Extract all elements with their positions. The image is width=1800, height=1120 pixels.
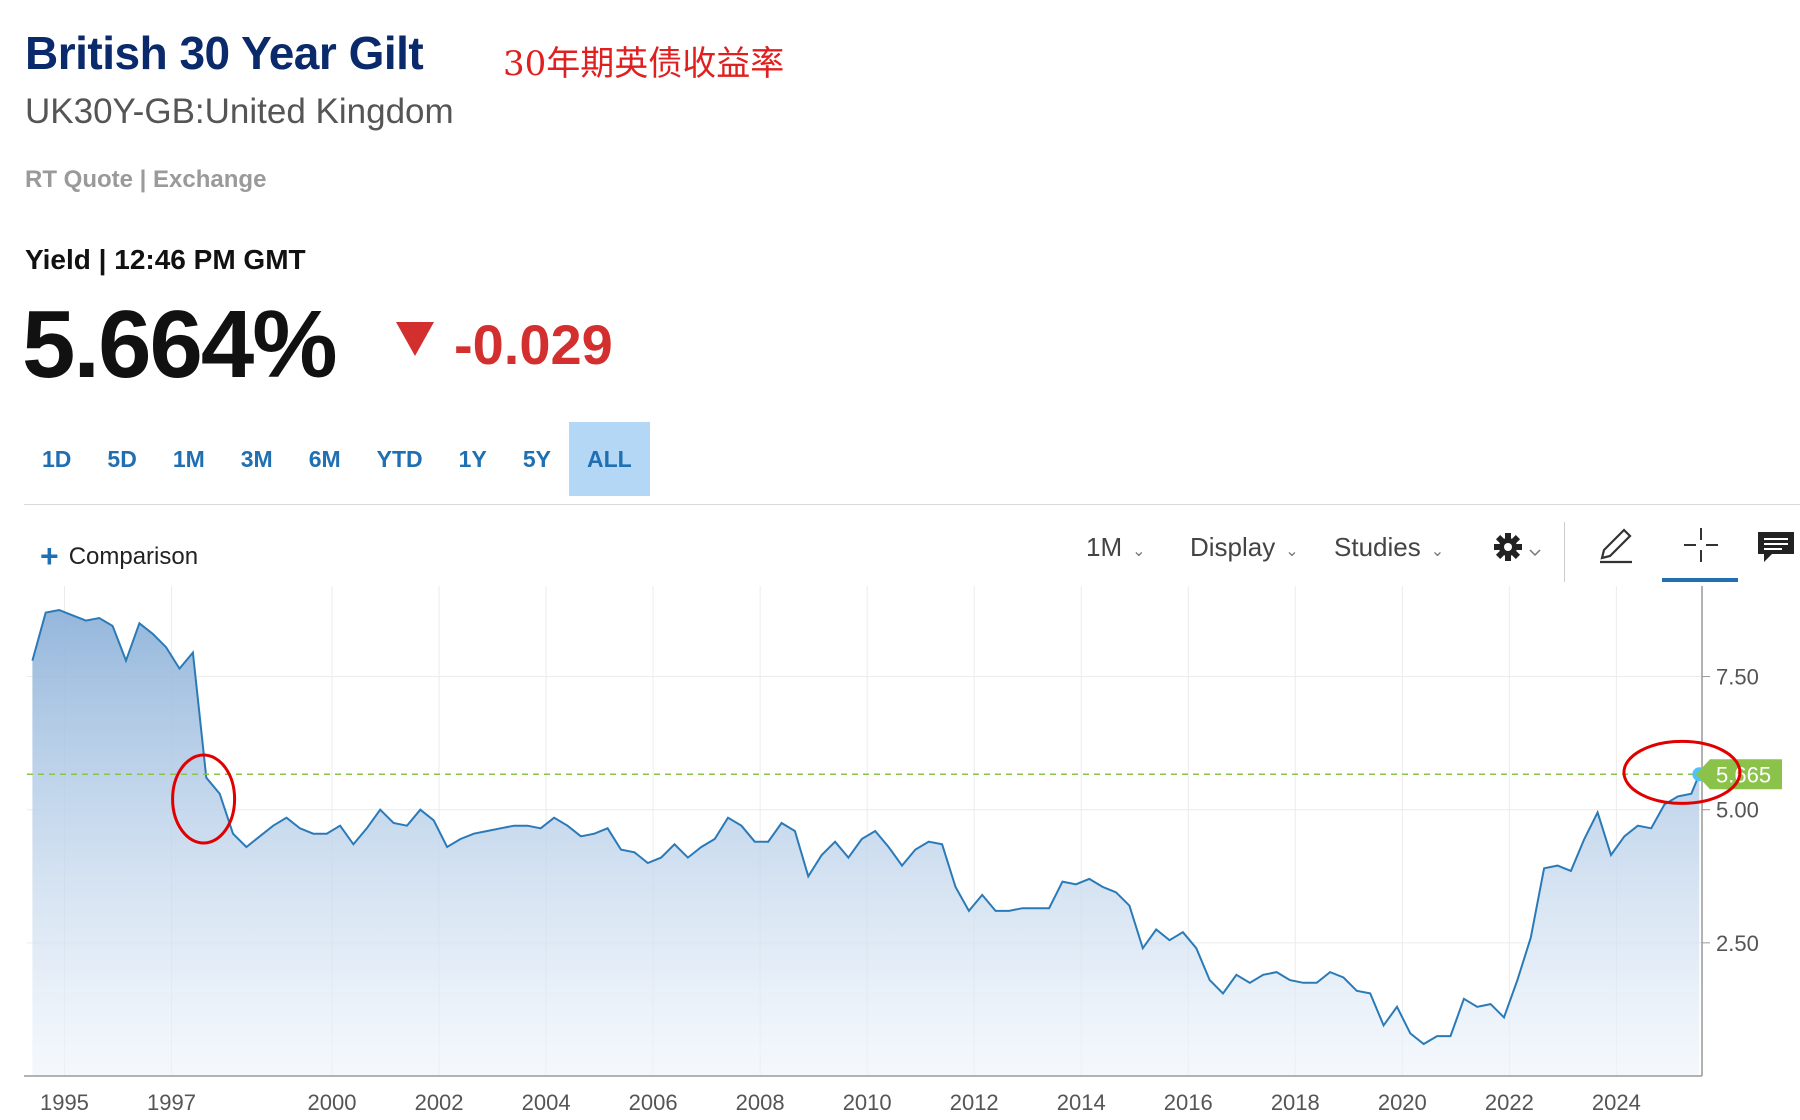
yield-timestamp: Yield | 12:46 PM GMT	[25, 244, 306, 275]
instrument-subtitle: UK30Y-GB:United Kingdom	[25, 92, 454, 131]
toolbar-separator	[1564, 522, 1565, 582]
y-tick-label: 7.50	[1716, 665, 1759, 690]
y-tick-label: 2.50	[1716, 931, 1759, 956]
handwritten-annotation: 30年期英债收益率	[503, 44, 785, 84]
annotations	[171, 739, 1742, 845]
crosshair-icon	[1684, 528, 1718, 562]
down-arrow-icon	[396, 322, 434, 356]
y-tick-label: 5.00	[1716, 798, 1759, 823]
tab-all[interactable]: ALL	[568, 422, 650, 496]
tab-1y[interactable]: 1Y	[458, 446, 487, 472]
display-label: Display	[1190, 532, 1276, 562]
comparison-button[interactable]: + Comparison	[40, 538, 198, 575]
area-fill	[32, 610, 1700, 1076]
plus-icon: +	[40, 538, 59, 574]
tab-1m[interactable]: 1M	[172, 446, 205, 472]
yield-value: 5.664%	[22, 291, 338, 398]
yield-chart[interactable]: 1995 1997 2000 2002 2004 2006 2008 2010 2012 2014…	[0, 586, 1800, 1120]
x-tick-label: 2000	[308, 1090, 357, 1115]
x-tick-label: 2024	[1592, 1090, 1641, 1115]
x-tick-label: 2002	[415, 1090, 464, 1115]
x-tick-label: 1995	[40, 1090, 89, 1115]
active-tool-indicator	[1662, 578, 1738, 582]
comparison-label: Comparison	[68, 543, 199, 570]
x-tick-label: 2014	[1057, 1090, 1106, 1115]
interval-dropdown[interactable]: 1M ⌄	[1086, 532, 1146, 563]
axes: 1995 1997 2000 2002 2004 2006 2008 2010 2012 2014…	[24, 586, 1759, 1115]
change-value: -0.029	[454, 313, 613, 376]
tab-5y[interactable]: 5Y	[522, 446, 551, 472]
x-tick-label: 1997	[147, 1090, 196, 1115]
chevron-down-icon: ⌄	[1285, 543, 1299, 560]
interval-label: 1M	[1086, 532, 1123, 562]
draw-button[interactable]	[1590, 520, 1640, 570]
studies-label: Studies	[1334, 532, 1421, 562]
chevron-down-icon: ⌄	[1132, 543, 1146, 560]
x-tick-label: 2010	[843, 1090, 892, 1115]
display-dropdown[interactable]: Display ⌄	[1190, 532, 1299, 563]
crosshair-button[interactable]	[1676, 520, 1726, 570]
series-line	[31, 608, 1701, 1046]
settings-dropdown[interactable]	[1488, 520, 1541, 570]
x-tick-label: 2012	[950, 1090, 999, 1115]
chevron-down-icon: ⌄	[1430, 543, 1445, 560]
x-tick-label: 2006	[629, 1090, 678, 1115]
comment-icon	[1758, 532, 1794, 562]
quote-source: RT Quote | Exchange	[25, 166, 267, 193]
range-tabs: 1D 5D 1M 3M 6M YTD 1Y 5Y ALL	[24, 422, 650, 496]
tab-3m[interactable]: 3M	[240, 446, 273, 472]
annotation-circle	[1622, 739, 1742, 805]
comment-button[interactable]	[1752, 520, 1800, 570]
tab-5d[interactable]: 5D	[107, 446, 137, 472]
tab-ytd[interactable]: YTD	[376, 446, 423, 472]
annotation-circle	[171, 753, 237, 845]
gear-icon	[1494, 533, 1541, 561]
x-tick-label: 2018	[1271, 1090, 1320, 1115]
x-tick-label: 2022	[1485, 1090, 1534, 1115]
x-tick-label: 2016	[1164, 1090, 1213, 1115]
current-value-label: 5.665	[1716, 762, 1771, 787]
tab-6m[interactable]: 6M	[308, 446, 341, 472]
tab-1d[interactable]: 1D	[42, 446, 72, 472]
pencil-icon	[1600, 528, 1632, 564]
x-tick-label: 2008	[736, 1090, 785, 1115]
x-tick-label: 2020	[1378, 1090, 1427, 1115]
x-tick-label: 2004	[522, 1090, 571, 1115]
divider	[24, 504, 1800, 505]
instrument-title: British 30 Year Gilt	[25, 27, 424, 79]
studies-dropdown[interactable]: Studies ⌄	[1334, 532, 1444, 563]
